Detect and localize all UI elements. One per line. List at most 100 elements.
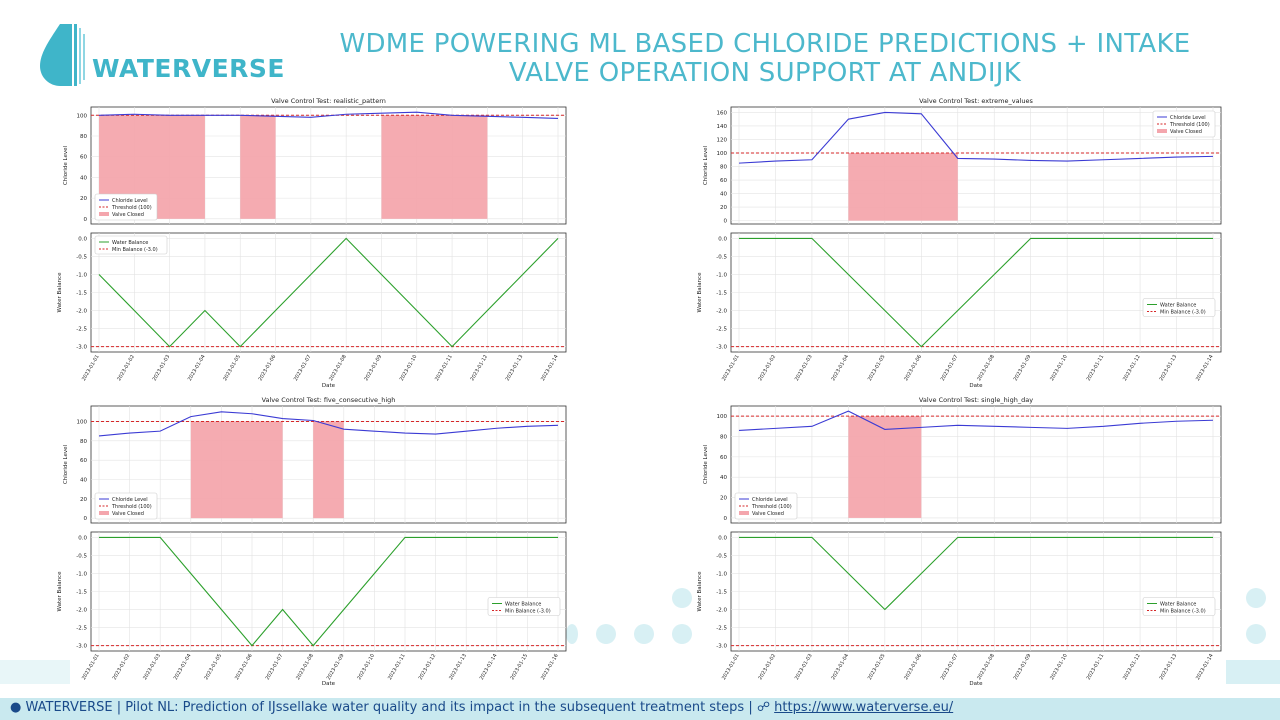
x-tick-label: 2023-01-01	[81, 653, 101, 681]
legend-threshold-label: Threshold (100)	[111, 205, 152, 211]
legend-box	[94, 492, 158, 520]
y-tick-label: -2.0	[716, 309, 727, 315]
decor-bar	[0, 660, 70, 684]
chart-title: Valve Control Test: realistic_pattern	[271, 97, 386, 105]
decor-dot	[566, 624, 578, 644]
y-tick-label: 20	[80, 497, 87, 503]
y-tick-label: -2.0	[76, 608, 87, 614]
legend-chloride-label: Chloride Level	[112, 497, 148, 503]
y-tick-label: 60	[720, 178, 727, 184]
y-tick-label: 80	[720, 435, 727, 441]
y-tick-label: -0.5	[76, 553, 87, 559]
y-tick-label: -3.0	[716, 644, 727, 650]
water-balance-line	[99, 536, 558, 647]
x-tick-label: 2023-01-01	[81, 354, 101, 382]
x-tick-label: 2023-01-03	[142, 653, 162, 681]
y-tick-label: -1.5	[76, 291, 87, 297]
decor-dot	[634, 624, 654, 644]
x-tick-label: 2023-01-08	[976, 354, 996, 382]
x-tick-label: 2023-01-02	[112, 653, 132, 681]
x-axis-label: Date	[322, 383, 336, 389]
x-tick-label: 2023-01-07	[293, 354, 313, 382]
x-tick-label: 2023-01-08	[328, 354, 348, 382]
y-tick-label: -0.5	[76, 254, 87, 260]
x-tick-label: 2023-01-12	[469, 354, 489, 382]
x-tick-label: 2023-01-07	[940, 653, 960, 681]
x-tick-label: 2023-01-09	[1013, 653, 1033, 681]
x-axis-label: Date	[969, 681, 983, 687]
x-tick-label: 2023-01-10	[1049, 653, 1069, 681]
x-tick-label: 2023-01-09	[326, 653, 346, 681]
y-tick-label: -0.5	[716, 254, 727, 260]
legend-chloride-label: Chloride Level	[1170, 115, 1206, 121]
x-tick-label: 2023-01-12	[1122, 354, 1142, 382]
legend-min-label: Min Balance (-3.0)	[112, 247, 158, 253]
brand-name: WATERVERSE	[92, 54, 286, 83]
charts-area: Valve Control Test: realistic_pattern 0 20…	[57, 97, 1222, 687]
y-tick-label: 20	[720, 205, 727, 211]
y-tick-label: -1.0	[716, 571, 727, 577]
x-tick-label: 2023-01-01	[721, 354, 741, 382]
legend-box	[1142, 298, 1216, 317]
x-tick-label: 2023-01-02	[757, 653, 777, 681]
x-axis-label: Date	[969, 383, 983, 389]
water-balance-line	[739, 536, 1213, 611]
x-tick-label: 2023-01-05	[867, 653, 887, 681]
footer-link[interactable]: https://www.waterverse.eu/	[774, 700, 954, 715]
x-tick-label: 2023-01-11	[1086, 354, 1106, 382]
x-tick-label: 2023-01-04	[830, 653, 850, 681]
x-tick-label: 2023-01-15	[509, 653, 529, 681]
y-tick-label: -1.5	[716, 590, 727, 596]
x-tick-label: 2023-01-14	[540, 354, 560, 382]
legend-min-label: Min Balance (-3.0)	[1160, 609, 1206, 615]
x-tick-label: 2023-01-02	[116, 354, 136, 382]
decor-dot	[596, 624, 616, 644]
y-tick-label: 0.0	[718, 236, 727, 242]
y-axis-label: Chloride Level	[703, 444, 709, 484]
y-tick-label: -2.5	[716, 626, 727, 632]
y-tick-label: 100	[77, 419, 88, 425]
x-tick-label: 2023-01-06	[258, 354, 278, 382]
valve-closed-region	[381, 115, 488, 219]
x-tick-label: 2023-01-04	[830, 354, 850, 382]
valve-closed-region	[190, 421, 283, 519]
legend-chloride-label: Chloride Level	[752, 497, 788, 503]
y-tick-label: 100	[717, 151, 728, 157]
water-balance-line	[739, 237, 1213, 348]
x-tick-label: 2023-01-10	[1049, 354, 1069, 382]
x-tick-label: 2023-01-14	[1195, 354, 1215, 382]
decor-dot	[1246, 624, 1266, 644]
y-tick-label: 80	[720, 165, 727, 171]
chart-title: Valve Control Test: five_consecutive_hig…	[262, 396, 396, 404]
y-tick-label: 0.0	[78, 236, 87, 242]
y-tick-label: 0	[84, 217, 88, 223]
y-tick-label: 60	[80, 458, 87, 464]
x-tick-label: 2023-01-14	[479, 653, 499, 681]
y-axis-label: Chloride Level	[703, 145, 709, 185]
x-tick-label: 2023-01-09	[1013, 354, 1033, 382]
y-tick-label: 0	[84, 516, 88, 522]
y-tick-label: -0.5	[716, 553, 727, 559]
x-tick-label: 2023-01-04	[187, 354, 207, 382]
top-plot-frame	[730, 405, 1222, 524]
y-tick-label: -1.0	[716, 272, 727, 278]
legend-box	[94, 235, 168, 255]
y-tick-label: 40	[720, 475, 727, 481]
legend-valve-label: Valve Closed	[112, 511, 144, 517]
footer-text: ● WATERVERSE | Pilot NL: Prediction of I…	[10, 700, 953, 715]
y-tick-label: 80	[80, 439, 87, 445]
x-axis-label: Date	[322, 681, 336, 687]
y-axis-label: Water Balance	[697, 571, 703, 612]
footer-caption: WATERVERSE | Pilot NL: Prediction of IJs…	[25, 700, 753, 715]
waterverse-logo	[38, 20, 268, 90]
x-tick-label: 2023-01-14	[1195, 653, 1215, 681]
valve-closed-region	[313, 421, 344, 519]
legend-threshold-label: Threshold (100)	[1169, 122, 1210, 128]
y-tick-label: 160	[717, 110, 728, 116]
chloride-line	[98, 111, 559, 119]
x-tick-label: 2023-01-13	[1159, 653, 1179, 681]
y-tick-label: 40	[80, 477, 87, 483]
y-tick-label: 0	[724, 219, 728, 225]
x-tick-label: 2023-01-09	[363, 354, 383, 382]
y-tick-label: 40	[720, 192, 727, 198]
